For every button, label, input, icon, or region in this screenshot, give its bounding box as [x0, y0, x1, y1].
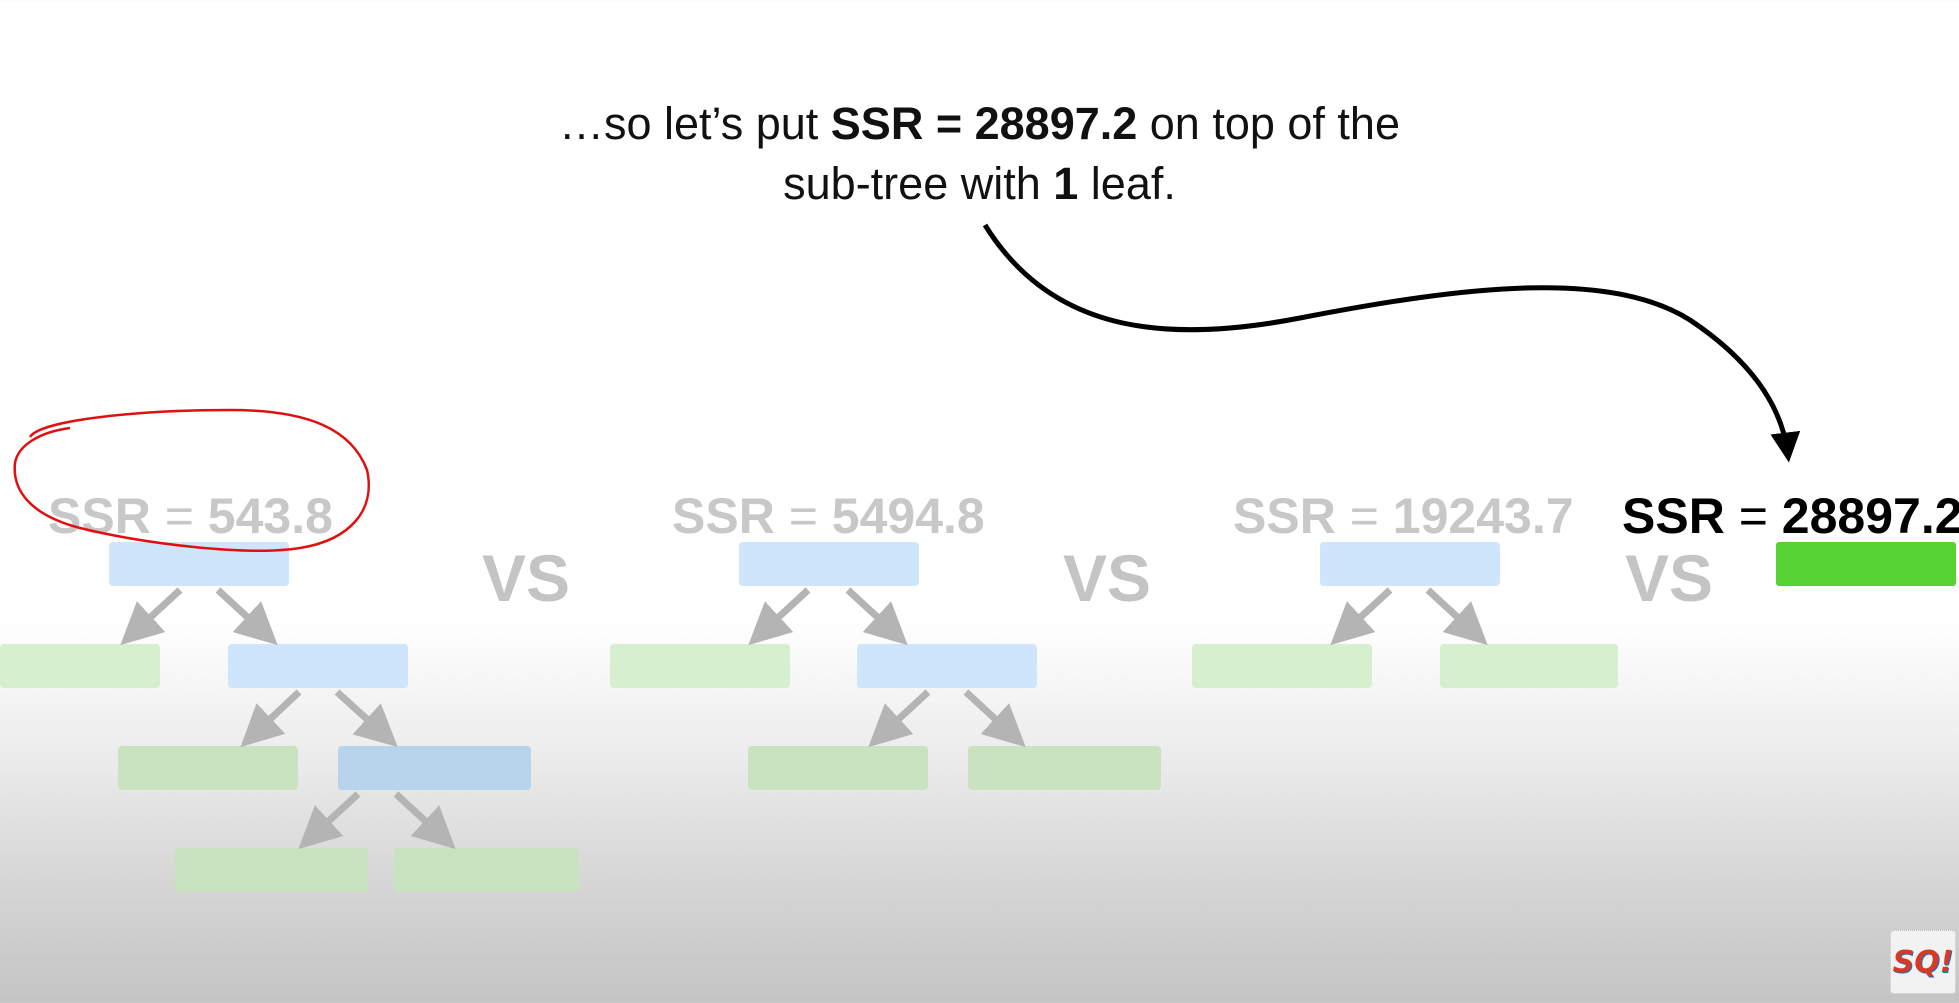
ssr-label-tree-3: SSR = 19243.7	[1233, 488, 1574, 544]
ssr-label-tree-4: SSR = 28897.2	[1622, 488, 1959, 544]
tree-4-single-leaf-node	[1776, 542, 1956, 586]
highlight-circle	[13, 408, 370, 552]
tree-1-internal-node	[338, 746, 531, 790]
tree-1-root-node	[109, 542, 289, 586]
tree-3-leaf-node	[1440, 644, 1618, 688]
tree-1-leaf-node	[175, 848, 368, 892]
tree-1-leaf-node	[118, 746, 298, 790]
caption-line-2: sub-tree with 1 leaf.	[783, 158, 1176, 209]
vs-label-3: VS	[1625, 541, 1714, 615]
vs-label-2: VS	[1063, 541, 1152, 615]
tree-1-arrows	[120, 587, 456, 850]
tree-2-leaf-node	[968, 746, 1161, 790]
tree-3-arrows	[1330, 587, 1488, 646]
tree-2-leaf-node	[610, 644, 790, 688]
curved-arrow	[982, 223, 1801, 463]
ssr-label-tree-1: SSR = 543.8	[48, 488, 333, 544]
tree-1-leaf-node	[0, 644, 160, 688]
tree-1-leaf-node	[394, 848, 579, 892]
caption-leaf-count: 1	[1053, 158, 1079, 209]
caption-ssr-value: SSR = 28897.2	[830, 98, 1138, 149]
caption-line-1: …so let’s put SSR = 28897.2 on top of th…	[558, 98, 1400, 149]
tree-2-root-node	[739, 542, 919, 586]
tree-3-root-node	[1320, 542, 1500, 586]
tree-1-internal-node	[228, 644, 408, 688]
statquest-logo: SQ!	[1890, 930, 1956, 994]
tree-2-internal-node	[857, 644, 1037, 688]
tree-2-arrows	[748, 587, 1026, 748]
tree-3-leaf-node	[1192, 644, 1372, 688]
ssr-label-tree-2: SSR = 5494.8	[672, 488, 985, 544]
vs-label-1: VS	[482, 541, 571, 615]
tree-2-leaf-node	[748, 746, 928, 790]
